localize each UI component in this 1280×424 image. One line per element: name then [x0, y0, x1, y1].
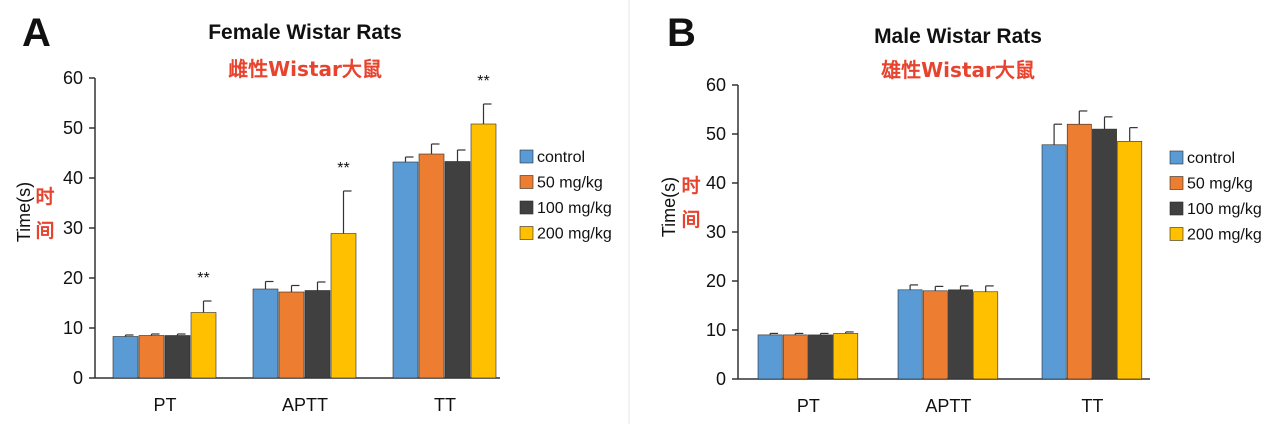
panel-b-bar — [782, 334, 808, 380]
panel-b-legend-label: control — [1187, 150, 1235, 167]
panel-a-bar — [278, 291, 305, 379]
panel-b-y-tick-label: 20 — [706, 271, 726, 291]
panel-b-legend-swatch — [1169, 176, 1184, 190]
panel-a-bar — [252, 288, 279, 379]
panel-b-subtitle: 雄性Wistar大鼠 — [880, 58, 1035, 82]
panel-a-y-tick-label: 10 — [63, 318, 83, 338]
panel-b: B Male Wistar Rats 雄性Wistar大鼠 Time(s) 时 … — [659, 11, 1262, 416]
panel-a-bar — [112, 336, 139, 379]
panel-a-bar — [164, 335, 191, 379]
panel-b-legend-label: 50 mg/kg — [1187, 176, 1253, 193]
panel-a-legend-swatch — [519, 175, 534, 189]
panel-a-plot: 0 10 20 30 40 50 60 PT APTT TT ** ** ** control 50 mg/… — [63, 68, 612, 415]
panel-a-subtitle: 雌性Wistar大鼠 — [228, 57, 382, 81]
panel-a-legend-label: 200 mg/kg — [537, 226, 612, 243]
panel-a-legend-swatch — [519, 226, 534, 240]
panel-a-y-tick-label: 50 — [63, 118, 83, 138]
panel-b-y-tick-label: 10 — [706, 320, 726, 340]
panel-a-significance-label: ** — [197, 270, 209, 287]
panel-b-y-tick-label: 50 — [706, 124, 726, 144]
panel-a-x-tick-label: PT — [153, 395, 176, 415]
panel-a-legend-label: control — [537, 149, 585, 166]
panel-a-y-axis-label-cn-1: 时 — [35, 186, 54, 208]
panel-a-legend-label: 100 mg/kg — [537, 200, 612, 217]
panel-a-bar — [330, 233, 357, 379]
panel-a-y-tick-label: 40 — [63, 168, 83, 188]
panel-a-x-tick-label: TT — [434, 395, 456, 415]
panel-a-y-tick-label: 0 — [73, 368, 83, 388]
panel-b-legend-swatch — [1169, 227, 1184, 241]
panel-a-bar — [190, 312, 217, 379]
panel-b-y-tick-label: 40 — [706, 173, 726, 193]
panel-a-legend-swatch — [519, 149, 534, 164]
panel-b-y-tick-label: 30 — [706, 222, 726, 242]
panel-b-legend-label: 100 mg/kg — [1187, 201, 1262, 218]
panel-a-bar — [392, 161, 419, 379]
panel-b-x-tick-label: APTT — [925, 396, 971, 416]
panel-b-y-tick-label: 60 — [706, 75, 726, 95]
panel-b-letter: B — [667, 11, 696, 55]
panel-b-y-axis-label-cn-2: 间 — [681, 209, 700, 231]
panel-b-legend-swatch — [1169, 150, 1184, 165]
panel-a-bar — [470, 123, 497, 379]
panel-a-legend-label: 50 mg/kg — [537, 175, 603, 192]
panel-b-title: Male Wistar Rats — [874, 25, 1042, 48]
panel-a-title: Female Wistar Rats — [208, 21, 402, 44]
panel-b-plot: 0 10 20 30 40 50 60 PT APTT TT control 50 mg/kg 100 … — [706, 75, 1262, 416]
panel-a-y-axis-label: Time(s) — [14, 182, 34, 242]
panel-b-bar — [1066, 123, 1092, 380]
panel-a-y-axis-label-cn-2: 间 — [35, 220, 54, 242]
panel-a-y-tick-label: 60 — [63, 68, 83, 88]
panel-b-x-tick-label: PT — [797, 396, 820, 416]
panel-b-bar — [1117, 141, 1143, 380]
panel-a-bar — [304, 290, 331, 379]
panel-b-bar — [922, 290, 948, 380]
panel-b-bar — [808, 334, 833, 380]
panel-b-legend-swatch — [1169, 201, 1184, 216]
panel-b-bar — [1041, 144, 1067, 380]
panel-b-x-tick-label: TT — [1081, 396, 1103, 416]
panel-b-bar — [1092, 128, 1117, 380]
panel-a-y-tick-label: 20 — [63, 268, 83, 288]
panel-a-y-tick-label: 30 — [63, 218, 83, 238]
panel-b-y-tick-label: 0 — [716, 369, 726, 389]
panel-a-legend-swatch — [519, 200, 534, 215]
panel-a-letter: A — [22, 11, 51, 55]
panel-b-legend-label: 200 mg/kg — [1187, 227, 1262, 244]
panel-a-significance-label: ** — [337, 160, 349, 177]
panel-b-bar — [948, 289, 973, 380]
panel-b-bar — [757, 334, 783, 380]
panel-a-bar — [418, 153, 445, 379]
panel-b-y-axis-label-cn-1: 时 — [681, 175, 700, 197]
panel-b-y-axis-label: Time(s) — [659, 177, 679, 237]
panel-a: A Female Wistar Rats 雌性Wistar大鼠 Time(s) … — [14, 11, 612, 415]
panel-a-bar — [138, 335, 165, 379]
panel-b-bar — [897, 289, 923, 380]
panel-a-x-tick-label: APTT — [282, 395, 328, 415]
panel-b-bar — [973, 291, 999, 380]
panel-b-bar — [833, 333, 859, 380]
panel-a-bar — [444, 161, 471, 379]
panel-a-significance-label: ** — [477, 73, 489, 90]
